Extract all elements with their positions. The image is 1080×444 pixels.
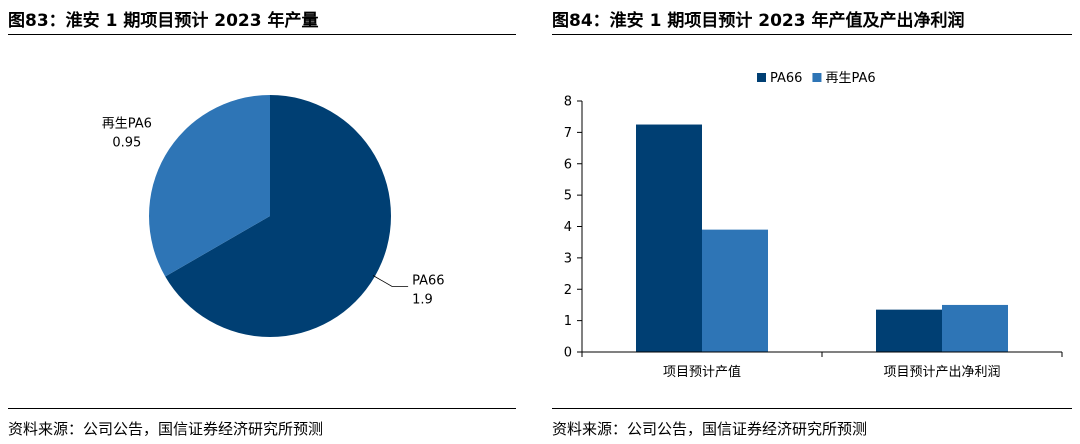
- pie-leader-line-pa66: [372, 275, 409, 287]
- figure-83-bottom-rule: [8, 408, 516, 409]
- figure-83-title: 图83：淮安 1 期项目预计 2023 年产量: [8, 11, 319, 31]
- figure-83-source: 资料来源：公司公告，国信证券经济研究所预测: [8, 420, 324, 438]
- x-category-label: 项目预计产出净利润: [883, 365, 1000, 380]
- y-tick-label: 1: [564, 314, 572, 329]
- figure-83-pie-chart: PA66 1.9 再生PA6 0.95: [102, 95, 445, 337]
- y-tick-label: 4: [564, 220, 572, 235]
- y-tick-label: 7: [564, 126, 572, 141]
- x-category-label: 项目预计产值: [663, 364, 741, 380]
- figure-84-panel: 图84：淮安 1 期项目预计 2023 年产值及产出净利润 0 1 2 3 4 5 6 7 8 项…: [552, 0, 1072, 444]
- pie-label-name-pa66: PA66: [412, 274, 444, 289]
- figure-84-top-rule: [552, 34, 1072, 35]
- legend-swatch-pa66: [757, 73, 766, 82]
- y-tick-label: 2: [564, 283, 572, 298]
- pie-label-name-recycled-pa6: 再生PA6: [102, 117, 152, 132]
- bar-recycled-pa6-0: [702, 229, 768, 352]
- bar-pa66-1: [876, 309, 942, 352]
- figure-84-bottom-rule: [552, 408, 1072, 409]
- bar-pa66-0: [636, 124, 702, 352]
- figure-83-top-rule: [8, 34, 516, 35]
- bar-recycled-pa6-1: [942, 304, 1008, 352]
- y-tick-label: 0: [564, 346, 572, 361]
- legend-label-pa66: PA66: [770, 71, 802, 86]
- pie-label-value-pa66: 1.9: [412, 293, 433, 308]
- y-tick-label: 5: [564, 189, 572, 204]
- legend-swatch-recycled-pa6: [812, 73, 822, 82]
- figure-83-panel: 图83：淮安 1 期项目预计 2023 年产量 PA66 1.9 再生PA6 0.95…: [0, 0, 520, 444]
- pie-label-value-recycled-pa6: 0.95: [112, 136, 141, 151]
- y-tick-label: 3: [564, 251, 572, 266]
- figure-84-title: 图84：淮安 1 期项目预计 2023 年产值及产出净利润: [552, 11, 965, 31]
- y-tick-label: 8: [564, 95, 572, 110]
- pie-slice-pa66: [165, 95, 391, 337]
- figure-84-source: 资料来源：公司公告，国信证券经济研究所预测: [552, 420, 868, 438]
- legend-label-recycled-pa6: 再生PA6: [825, 71, 875, 86]
- pie-slice-recycled-pa6: [148, 95, 270, 277]
- figure-84-bar-chart: 0 1 2 3 4 5 6 7 8 项目预计产值 项目预计产出净利润 PA66 再生PA6: [564, 71, 1063, 380]
- y-tick-label: 6: [564, 157, 572, 172]
